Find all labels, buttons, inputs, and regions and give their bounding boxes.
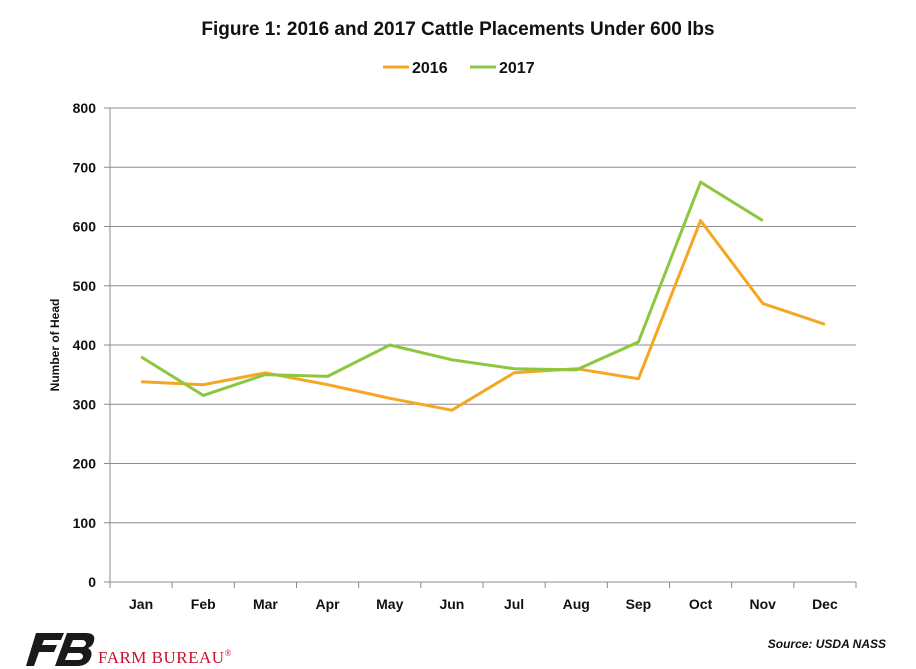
x-tick-label: Sep [626,596,652,612]
x-tick-label: Aug [563,596,590,612]
x-tick-label: Oct [689,596,713,612]
y-tick-label: 400 [73,337,97,353]
legend-label-2016: 2016 [412,60,448,77]
y-tick-label: 200 [73,456,97,472]
y-axis-label: Number of Head [48,299,62,392]
x-tick-label: Jan [129,596,153,612]
y-tick-label: 100 [73,515,97,531]
series-lines [140,180,826,412]
y-tick-label: 700 [73,159,97,175]
legend: 2016 2017 [383,60,535,77]
brand-name: FARM BUREAU® [98,648,232,667]
chart-title: Figure 1: 2016 and 2017 Cattle Placement… [201,19,714,40]
gridlines [110,107,856,524]
source-note: Source: USDA NASS [768,637,886,651]
y-tick-label: 800 [73,100,97,116]
y-tick-labels: 0 100 200 300 400 500 600 700 800 [73,100,97,590]
legend-label-2017: 2017 [499,60,535,77]
series-line-2016 [141,219,826,412]
x-tick-label: Apr [316,596,341,612]
x-tick-label: Jun [439,596,464,612]
x-tick-label: Nov [750,596,777,612]
y-tick-label: 0 [88,574,96,590]
farm-bureau-logo-icon [26,633,95,666]
y-tick-label: 600 [73,219,97,235]
axes [104,107,857,588]
x-tick-label: Feb [191,596,216,612]
x-tick-label: Jul [504,596,524,612]
x-tick-label: Dec [812,596,838,612]
x-tick-labels: Jan Feb Mar Apr May Jun Jul Aug Sep Oct Nov Dec [129,596,838,612]
y-tick-label: 500 [73,278,97,294]
x-tick-label: May [376,596,403,612]
series-line-2017 [140,180,764,397]
x-tick-label: Mar [253,596,278,612]
y-tick-label: 300 [73,396,97,412]
